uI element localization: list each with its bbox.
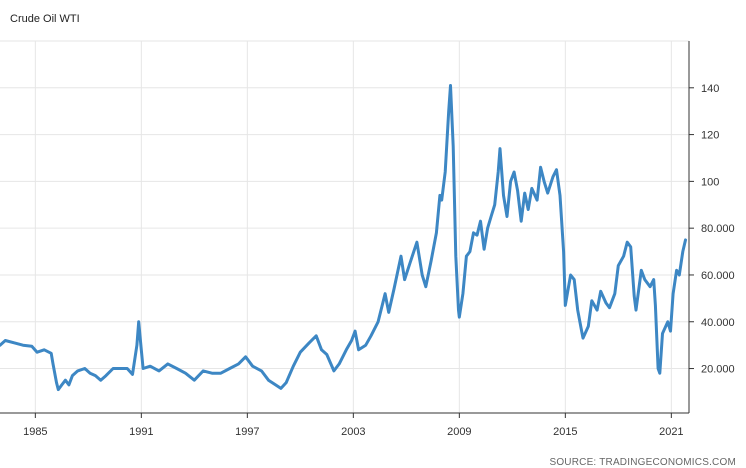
x-tick-label: 1997: [235, 426, 259, 438]
chart-title: Crude Oil WTI: [10, 13, 80, 25]
source-credit: SOURCE: TRADINGECONOMICS.COM: [549, 457, 736, 468]
y-axis: 20.000 40.000 60.000 80.000 100 120 140: [688, 41, 735, 413]
x-tick-label: 1991: [129, 426, 153, 438]
x-tick-label: 2015: [553, 426, 577, 438]
y-tick-label: 100: [701, 176, 719, 188]
x-tick-label: 2021: [659, 426, 683, 438]
y-tick-label: 80.000: [701, 223, 735, 235]
y-tick-label: 40.000: [701, 317, 735, 329]
x-tick-label: 1985: [23, 426, 47, 438]
gridlines: [0, 40, 689, 413]
y-tick-label: 120: [701, 130, 719, 142]
y-tick-label: 60.000: [701, 270, 735, 282]
series: [0, 84, 687, 392]
x-axis: 1985 1991 1997 2003 2009 2015 2021: [0, 412, 689, 438]
y-tick-label: 140: [701, 83, 719, 95]
x-tick-label: 2009: [447, 426, 471, 438]
y-tick-label: 20.000: [701, 364, 735, 376]
x-tick-label: 2003: [341, 426, 365, 438]
series-line: [0, 84, 687, 392]
